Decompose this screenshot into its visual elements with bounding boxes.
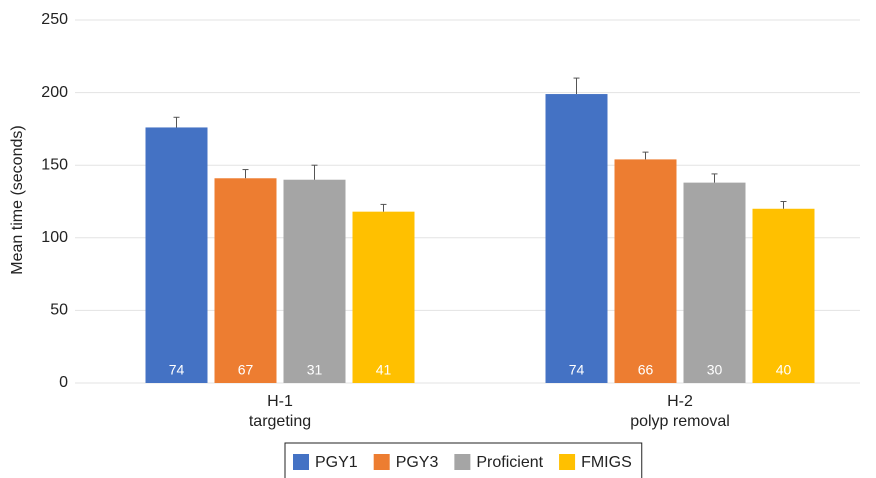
bar (214, 178, 277, 383)
count-label: 74 (169, 362, 185, 378)
count-label: 40 (776, 362, 792, 378)
y-tick-label: 200 (41, 84, 68, 101)
legend: PGY1 PGY3 Proficient FMIGS (284, 442, 643, 478)
bar (752, 208, 815, 383)
count-label: 74 (569, 362, 585, 378)
legend-box (284, 442, 643, 478)
x-subcategory-label: polyp removal (630, 413, 730, 430)
bar (145, 127, 208, 383)
bar (283, 179, 346, 383)
y-axis-label: Mean time (seconds) (9, 125, 26, 274)
legend-swatch (559, 454, 576, 470)
legend-swatch (454, 454, 471, 470)
bar (545, 94, 608, 383)
count-label: 31 (307, 362, 323, 378)
y-tick-label: 0 (59, 374, 68, 391)
y-tick-label: 150 (41, 156, 68, 173)
bar (614, 159, 677, 383)
legend-swatch (373, 454, 390, 470)
count-label: 30 (707, 362, 723, 378)
bar (683, 182, 746, 383)
legend-label: FMIGS (581, 454, 632, 471)
y-tick-label: 250 (41, 11, 68, 28)
legend-swatch (293, 454, 309, 470)
legend-label: Proficient (476, 454, 543, 471)
count-label: 67 (238, 362, 254, 378)
legend-label: PGY1 (315, 454, 358, 471)
x-subcategory-label: targeting (249, 413, 311, 430)
count-label: 66 (638, 362, 654, 378)
y-tick-label: 50 (50, 302, 68, 319)
legend-label: PGY3 (396, 454, 439, 471)
bar (352, 211, 415, 383)
y-tick-label: 100 (41, 229, 68, 246)
x-tick-label: H-2 (667, 393, 693, 410)
count-label: 41 (376, 362, 392, 378)
x-tick-label: H-1 (267, 393, 293, 410)
